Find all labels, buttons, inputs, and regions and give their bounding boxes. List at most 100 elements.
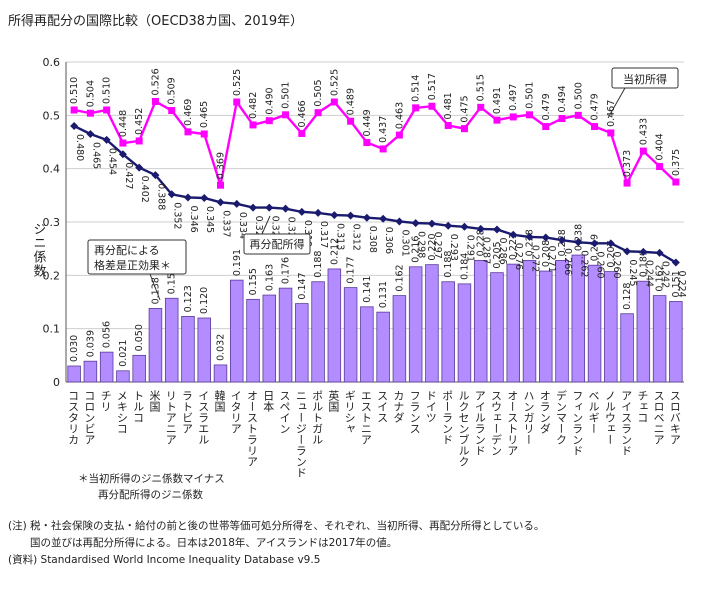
- bar-data-label: 0.228: [525, 229, 536, 256]
- label-initial-income: 0.465: [199, 101, 210, 128]
- y-tick-label: 0.5: [43, 109, 61, 122]
- label-redistributed-income: 0.298: [416, 231, 427, 258]
- point-initial-income: [526, 111, 533, 119]
- bar-data-label: 0.021: [118, 340, 129, 367]
- bar-effect: [539, 270, 553, 383]
- bar-data-label: 0.176: [281, 257, 292, 284]
- bar-effect: [490, 272, 504, 383]
- point-redistributed-income: [411, 219, 420, 228]
- bar-data-label: 0.050: [134, 324, 145, 351]
- bar-data-label: 0.039: [85, 330, 96, 357]
- footnote-star: 再分配所得のジニ係数: [98, 488, 203, 501]
- bar-data-label: 0.056: [102, 321, 113, 348]
- point-redistributed-income: [118, 150, 127, 159]
- category-label: メキシコ: [115, 390, 128, 434]
- callout-redistributed: 再分配所得: [250, 238, 305, 251]
- label-initial-income: 0.497: [508, 84, 519, 111]
- bar-effect: [99, 351, 114, 383]
- category-label: 韓国: [213, 390, 226, 413]
- label-initial-income: 0.482: [248, 92, 259, 119]
- category-label: ニュージーランド: [294, 390, 307, 478]
- callout-box-effect: [87, 239, 187, 275]
- label-redistributed-income: 0.271: [546, 245, 557, 272]
- point-initial-income: [493, 116, 501, 124]
- category-label: イスラエル: [197, 390, 210, 445]
- label-redistributed-income: 0.325: [286, 217, 297, 244]
- point-redistributed-income: [249, 203, 258, 212]
- bar-effect: [262, 294, 277, 383]
- point-redistributed-income: [379, 214, 388, 223]
- point-redistributed-income: [362, 213, 371, 222]
- label-redistributed-income: 0.293: [448, 234, 459, 261]
- bar-data-label: 0.032: [216, 334, 227, 361]
- category-label: デンマーク: [555, 389, 568, 445]
- point-initial-income: [672, 178, 680, 186]
- point-initial-income: [168, 107, 176, 115]
- category-label: 米国: [148, 390, 161, 413]
- label-redistributed-income: 0.352: [172, 202, 183, 229]
- point-initial-income: [542, 123, 550, 131]
- point-initial-income: [607, 129, 615, 137]
- label-redistributed-income: 0.301: [399, 229, 410, 256]
- bar-effect: [408, 266, 423, 383]
- note-line-1: (注) 税・社会保険の支払・給付の前と後の世帯等価可処分所得を、それぞれ、当初所…: [8, 520, 545, 532]
- point-redistributed-income: [444, 221, 453, 230]
- category-label: ベルギー: [587, 390, 600, 434]
- label-initial-income: 0.514: [411, 75, 422, 102]
- bar-data-label: 0.189: [638, 250, 649, 277]
- category-label: オーストリア: [506, 390, 519, 456]
- y-tick-label: 0.2: [43, 269, 61, 282]
- point-initial-income: [70, 106, 78, 114]
- bar-effect: [67, 365, 81, 383]
- category-label: スロバキア: [668, 390, 681, 445]
- bar-data-label: 0.128: [622, 283, 633, 310]
- point-redistributed-income: [70, 122, 79, 130]
- label-redistributed-income: 0.308: [367, 226, 378, 253]
- label-redistributed-income: 0.388: [155, 183, 166, 210]
- point-redistributed-income: [167, 190, 176, 199]
- category-label: オーストラリア: [246, 390, 259, 467]
- category-label: カナダ: [392, 390, 405, 423]
- source-line: (資料) Standardised World Income Inequalit…: [8, 554, 321, 566]
- label-initial-income: 0.505: [313, 79, 324, 106]
- label-redistributed-income: 0.266: [562, 248, 573, 275]
- label-initial-income: 0.452: [134, 108, 145, 135]
- point-redistributed-income: [281, 204, 290, 213]
- point-redistributed-income: [606, 239, 615, 248]
- point-initial-income: [330, 98, 338, 106]
- label-initial-income: 0.491: [492, 87, 503, 114]
- point-redistributed-income: [86, 130, 95, 138]
- y-axis-label: ジニ係数: [31, 222, 47, 278]
- bar-data-label: 0.157: [167, 267, 178, 294]
- bar-effect: [278, 287, 293, 383]
- point-initial-income: [135, 137, 143, 145]
- label-initial-income: 0.479: [541, 93, 552, 120]
- label-initial-income: 0.375: [671, 149, 682, 176]
- y-tick-label: 0.3: [43, 216, 61, 229]
- point-initial-income: [249, 121, 257, 129]
- label-initial-income: 0.509: [167, 77, 178, 104]
- label-redistributed-income: 0.334: [237, 212, 248, 239]
- category-label: トルコ: [132, 390, 145, 423]
- label-initial-income: 0.479: [590, 93, 601, 120]
- label-redistributed-income: 0.319: [302, 220, 313, 247]
- bar-effect: [620, 313, 634, 383]
- bar-effect: [652, 295, 667, 383]
- point-redistributed-income: [574, 238, 583, 247]
- label-redistributed-income: 0.402: [139, 176, 150, 203]
- bar-effect: [116, 370, 130, 383]
- label-initial-income: 0.489: [346, 88, 357, 115]
- label-redistributed-income: 0.297: [432, 232, 443, 259]
- bar-data-label: 0.208: [541, 240, 552, 267]
- label-redistributed-income: 0.427: [123, 162, 134, 189]
- bar-effect: [604, 271, 618, 383]
- bar-data-label: 0.207: [606, 240, 617, 267]
- bar-effect: [360, 306, 374, 383]
- point-redistributed-income: [151, 171, 160, 180]
- label-initial-income: 0.510: [102, 77, 113, 104]
- category-label: スウェーデン: [489, 390, 502, 456]
- bar-effect: [295, 303, 309, 383]
- bar-data-label: 0.238: [573, 224, 584, 251]
- bar-effect: [506, 263, 520, 383]
- bar-data-label: 0.151: [671, 270, 682, 297]
